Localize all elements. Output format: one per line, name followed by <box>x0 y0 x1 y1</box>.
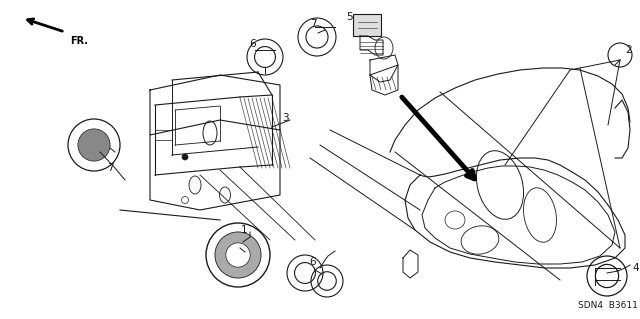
Text: 6: 6 <box>250 39 256 49</box>
Circle shape <box>78 129 110 161</box>
Text: 7: 7 <box>310 19 316 29</box>
Text: 1: 1 <box>241 225 247 235</box>
Text: 3: 3 <box>282 113 288 123</box>
Text: 7: 7 <box>107 163 113 173</box>
FancyBboxPatch shape <box>353 14 381 36</box>
Text: 6: 6 <box>310 257 316 267</box>
Text: FR.: FR. <box>70 36 88 46</box>
Text: 4: 4 <box>632 263 639 273</box>
Circle shape <box>182 154 188 160</box>
Text: 5: 5 <box>346 12 353 22</box>
Circle shape <box>226 243 250 267</box>
Text: 2: 2 <box>625 45 632 55</box>
Text: SDN4  B3611: SDN4 B3611 <box>578 300 638 309</box>
Circle shape <box>215 232 261 278</box>
